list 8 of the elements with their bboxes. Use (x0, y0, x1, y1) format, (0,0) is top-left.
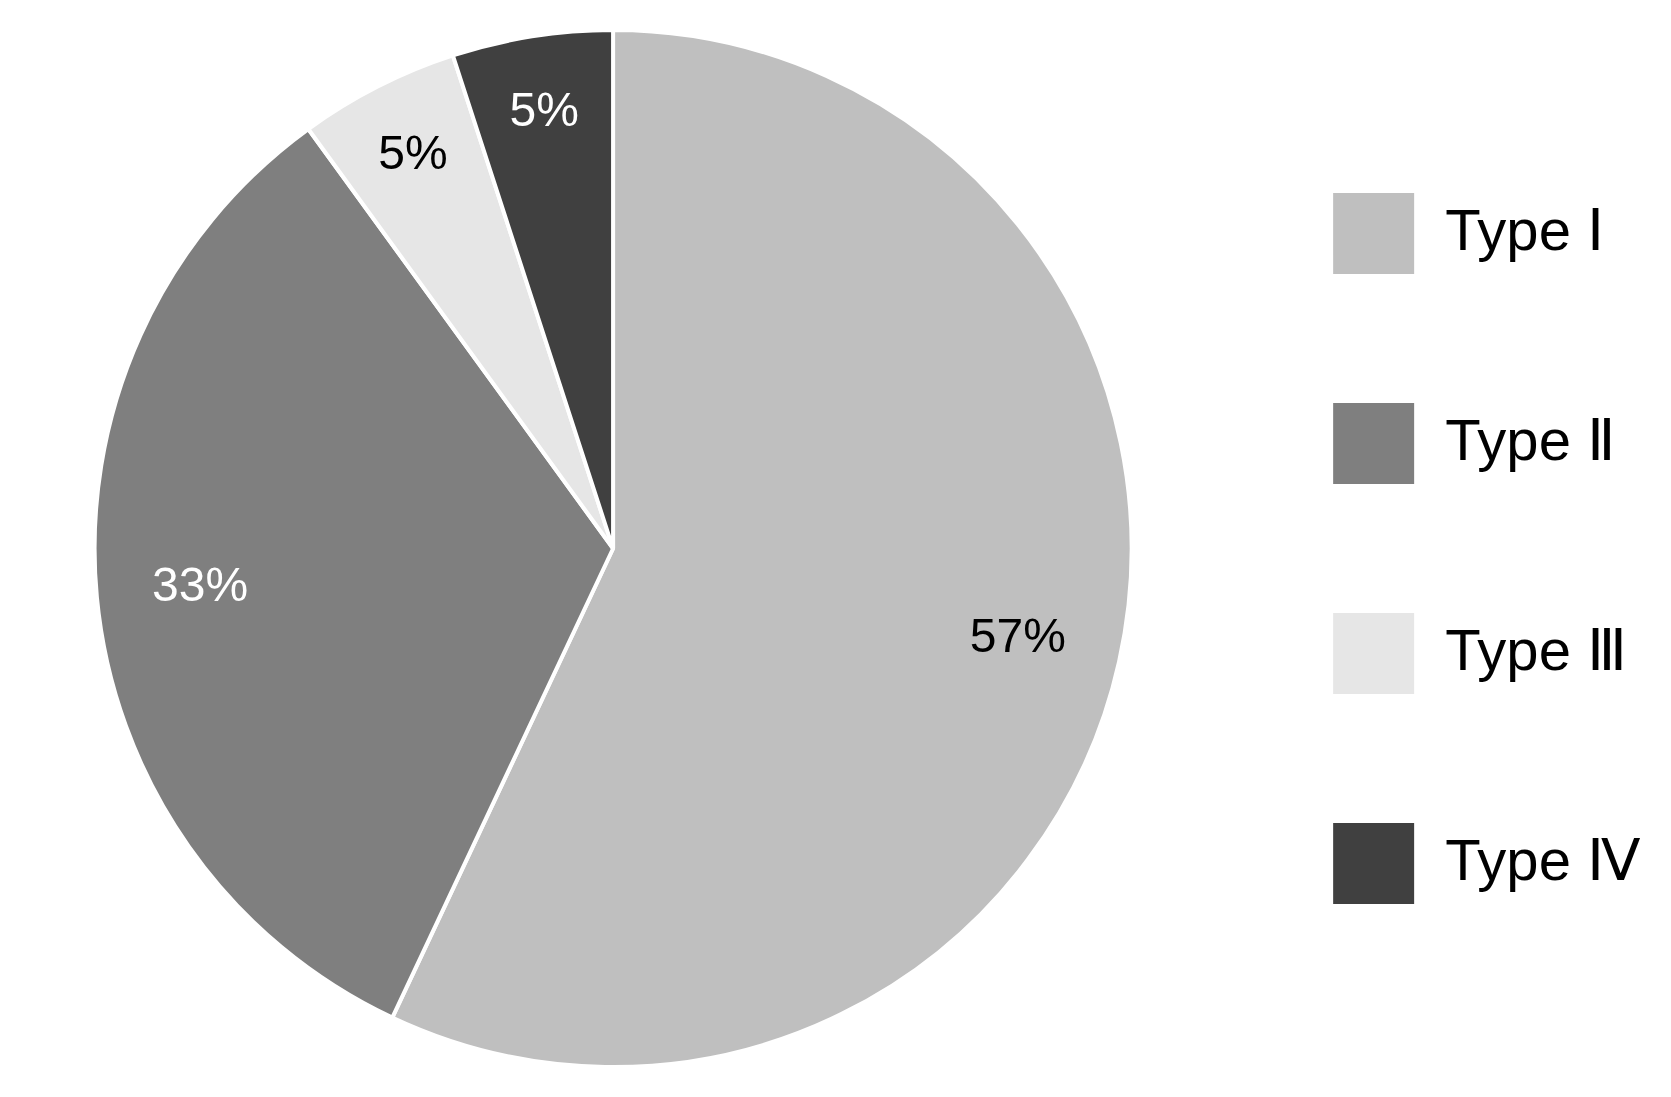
legend-label: Type Ⅰ (1445, 196, 1604, 262)
data-label: 33% (152, 557, 249, 611)
data-label: 5% (378, 126, 448, 180)
data-label: 5% (509, 83, 579, 137)
data-label: 57% (969, 609, 1066, 663)
legend-label: Type Ⅳ (1445, 826, 1641, 892)
legend-label: Type Ⅲ (1445, 616, 1627, 682)
legend-label: Type Ⅱ (1445, 406, 1616, 472)
